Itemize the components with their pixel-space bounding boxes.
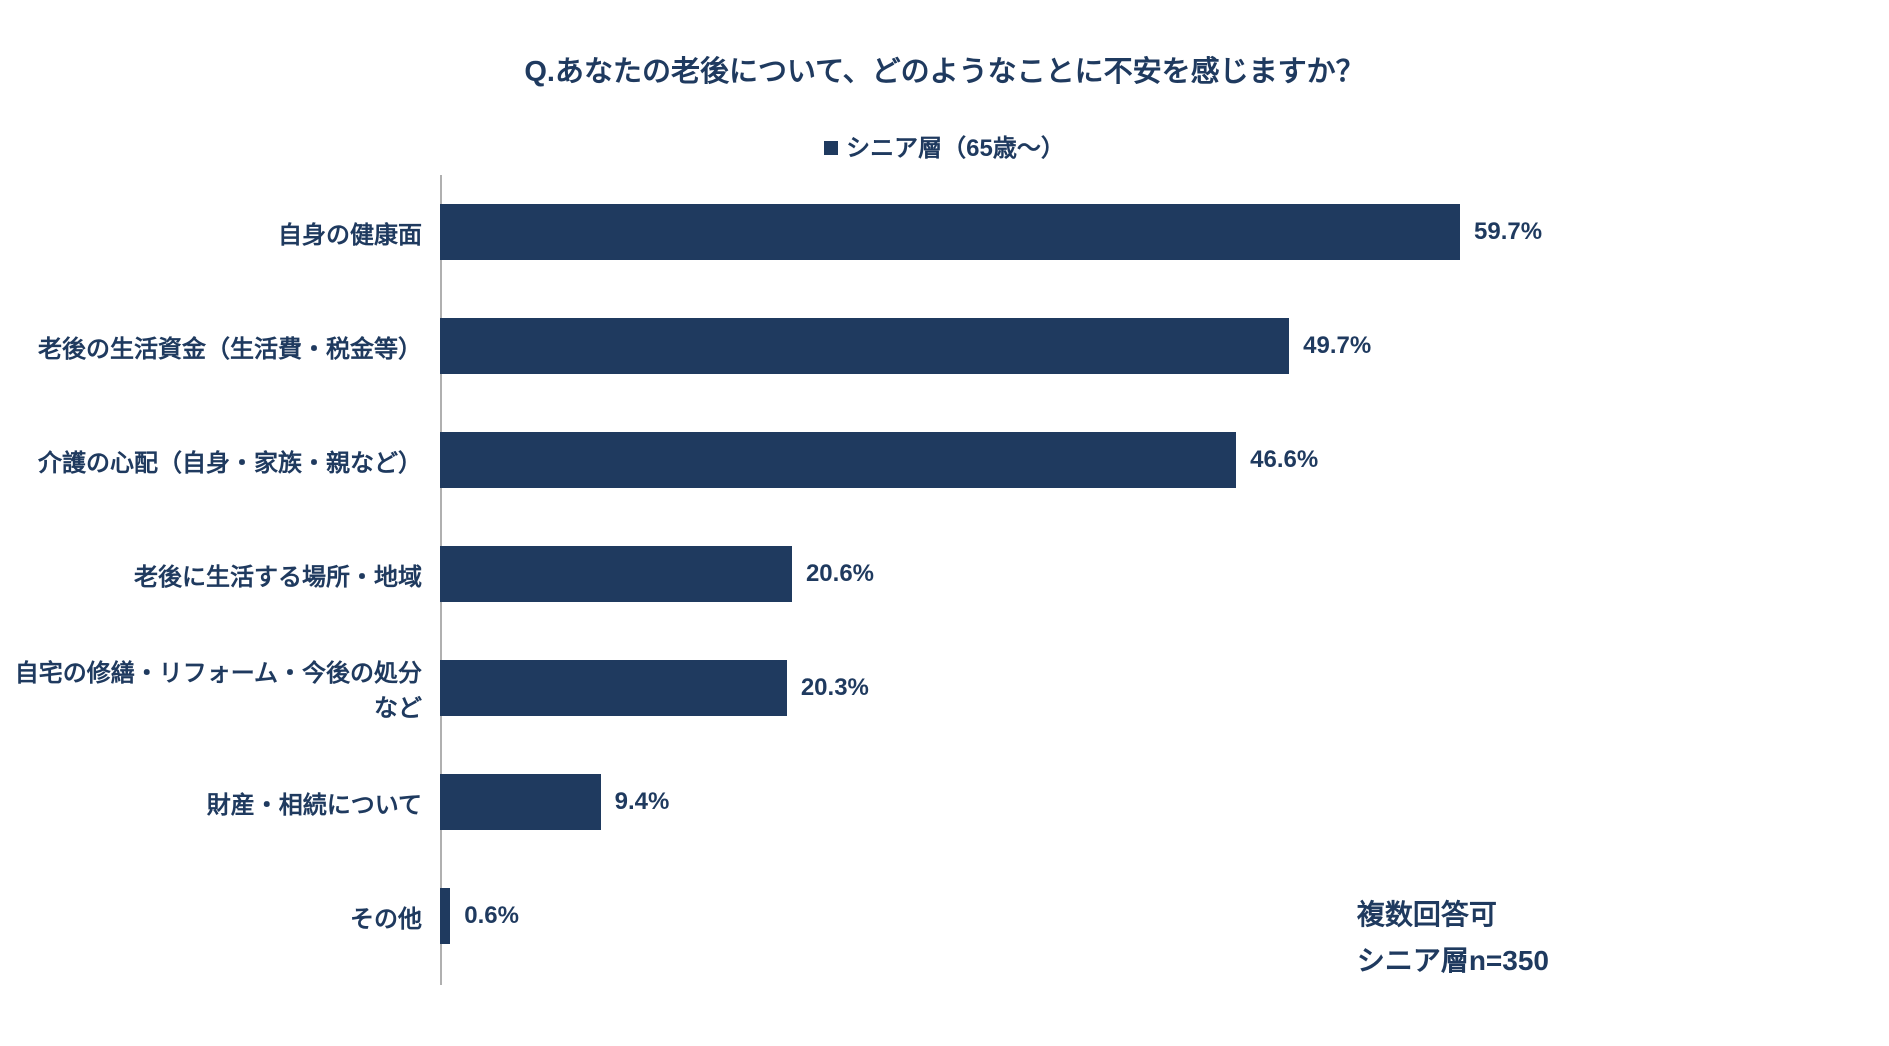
bar-row: 自宅の修繕・リフォーム・今後の処分など20.3% [0,631,1889,745]
value-label: 20.6% [806,560,874,588]
category-label: その他 [0,899,440,934]
bar-row: 介護の心配（自身・家族・親など）46.6% [0,403,1889,517]
footnote-line: 複数回答可 [1357,892,1549,938]
bar-row: 老後に生活する場所・地域20.6% [0,517,1889,631]
legend-label: シニア層（65歳～） [846,135,1065,162]
bar-track: 59.7% [440,204,1889,260]
bar-track: 46.6% [440,432,1889,488]
category-label: 老後の生活資金（生活費・税金等） [0,329,440,364]
bar-track: 20.3% [440,660,1889,716]
chart-footnote: 複数回答可 シニア層n=350 [1357,892,1549,984]
value-label: 49.7% [1303,332,1371,360]
category-label: 自身の健康面 [0,215,440,250]
bar-row: 財産・相続について9.4% [0,745,1889,859]
bar-row: その他0.6% [0,859,1889,973]
bar-track: 20.6% [440,546,1889,602]
bar: 0.6% [440,888,450,944]
bar: 9.4% [440,774,601,830]
bar-track: 9.4% [440,774,1889,830]
category-label: 老後に生活する場所・地域 [0,557,440,592]
chart-title: Q.あなたの老後について、どのようなことに不安を感じますか？ [0,48,1889,90]
category-label: 自宅の修繕・リフォーム・今後の処分など [0,653,440,723]
footnote-line: シニア層n=350 [1357,938,1549,984]
bar: 49.7% [440,318,1289,374]
value-label: 9.4% [615,788,670,816]
bar: 20.3% [440,660,787,716]
value-label: 59.7% [1474,218,1542,246]
chart-legend: シニア層（65歳～） [0,128,1889,163]
legend-marker [824,141,838,155]
bar-row: 自身の健康面59.7% [0,175,1889,289]
category-label: 財産・相続について [0,785,440,820]
bar: 20.6% [440,546,792,602]
bar: 59.7% [440,204,1460,260]
value-label: 0.6% [464,902,519,930]
bar-track: 0.6% [440,888,1889,944]
value-label: 46.6% [1250,446,1318,474]
bar: 46.6% [440,432,1236,488]
bar-track: 49.7% [440,318,1889,374]
category-label: 介護の心配（自身・家族・親など） [0,443,440,478]
value-label: 20.3% [801,674,869,702]
chart-plot-area: 自身の健康面59.7%老後の生活資金（生活費・税金等）49.7%介護の心配（自身… [0,175,1889,973]
bar-row: 老後の生活資金（生活費・税金等）49.7% [0,289,1889,403]
